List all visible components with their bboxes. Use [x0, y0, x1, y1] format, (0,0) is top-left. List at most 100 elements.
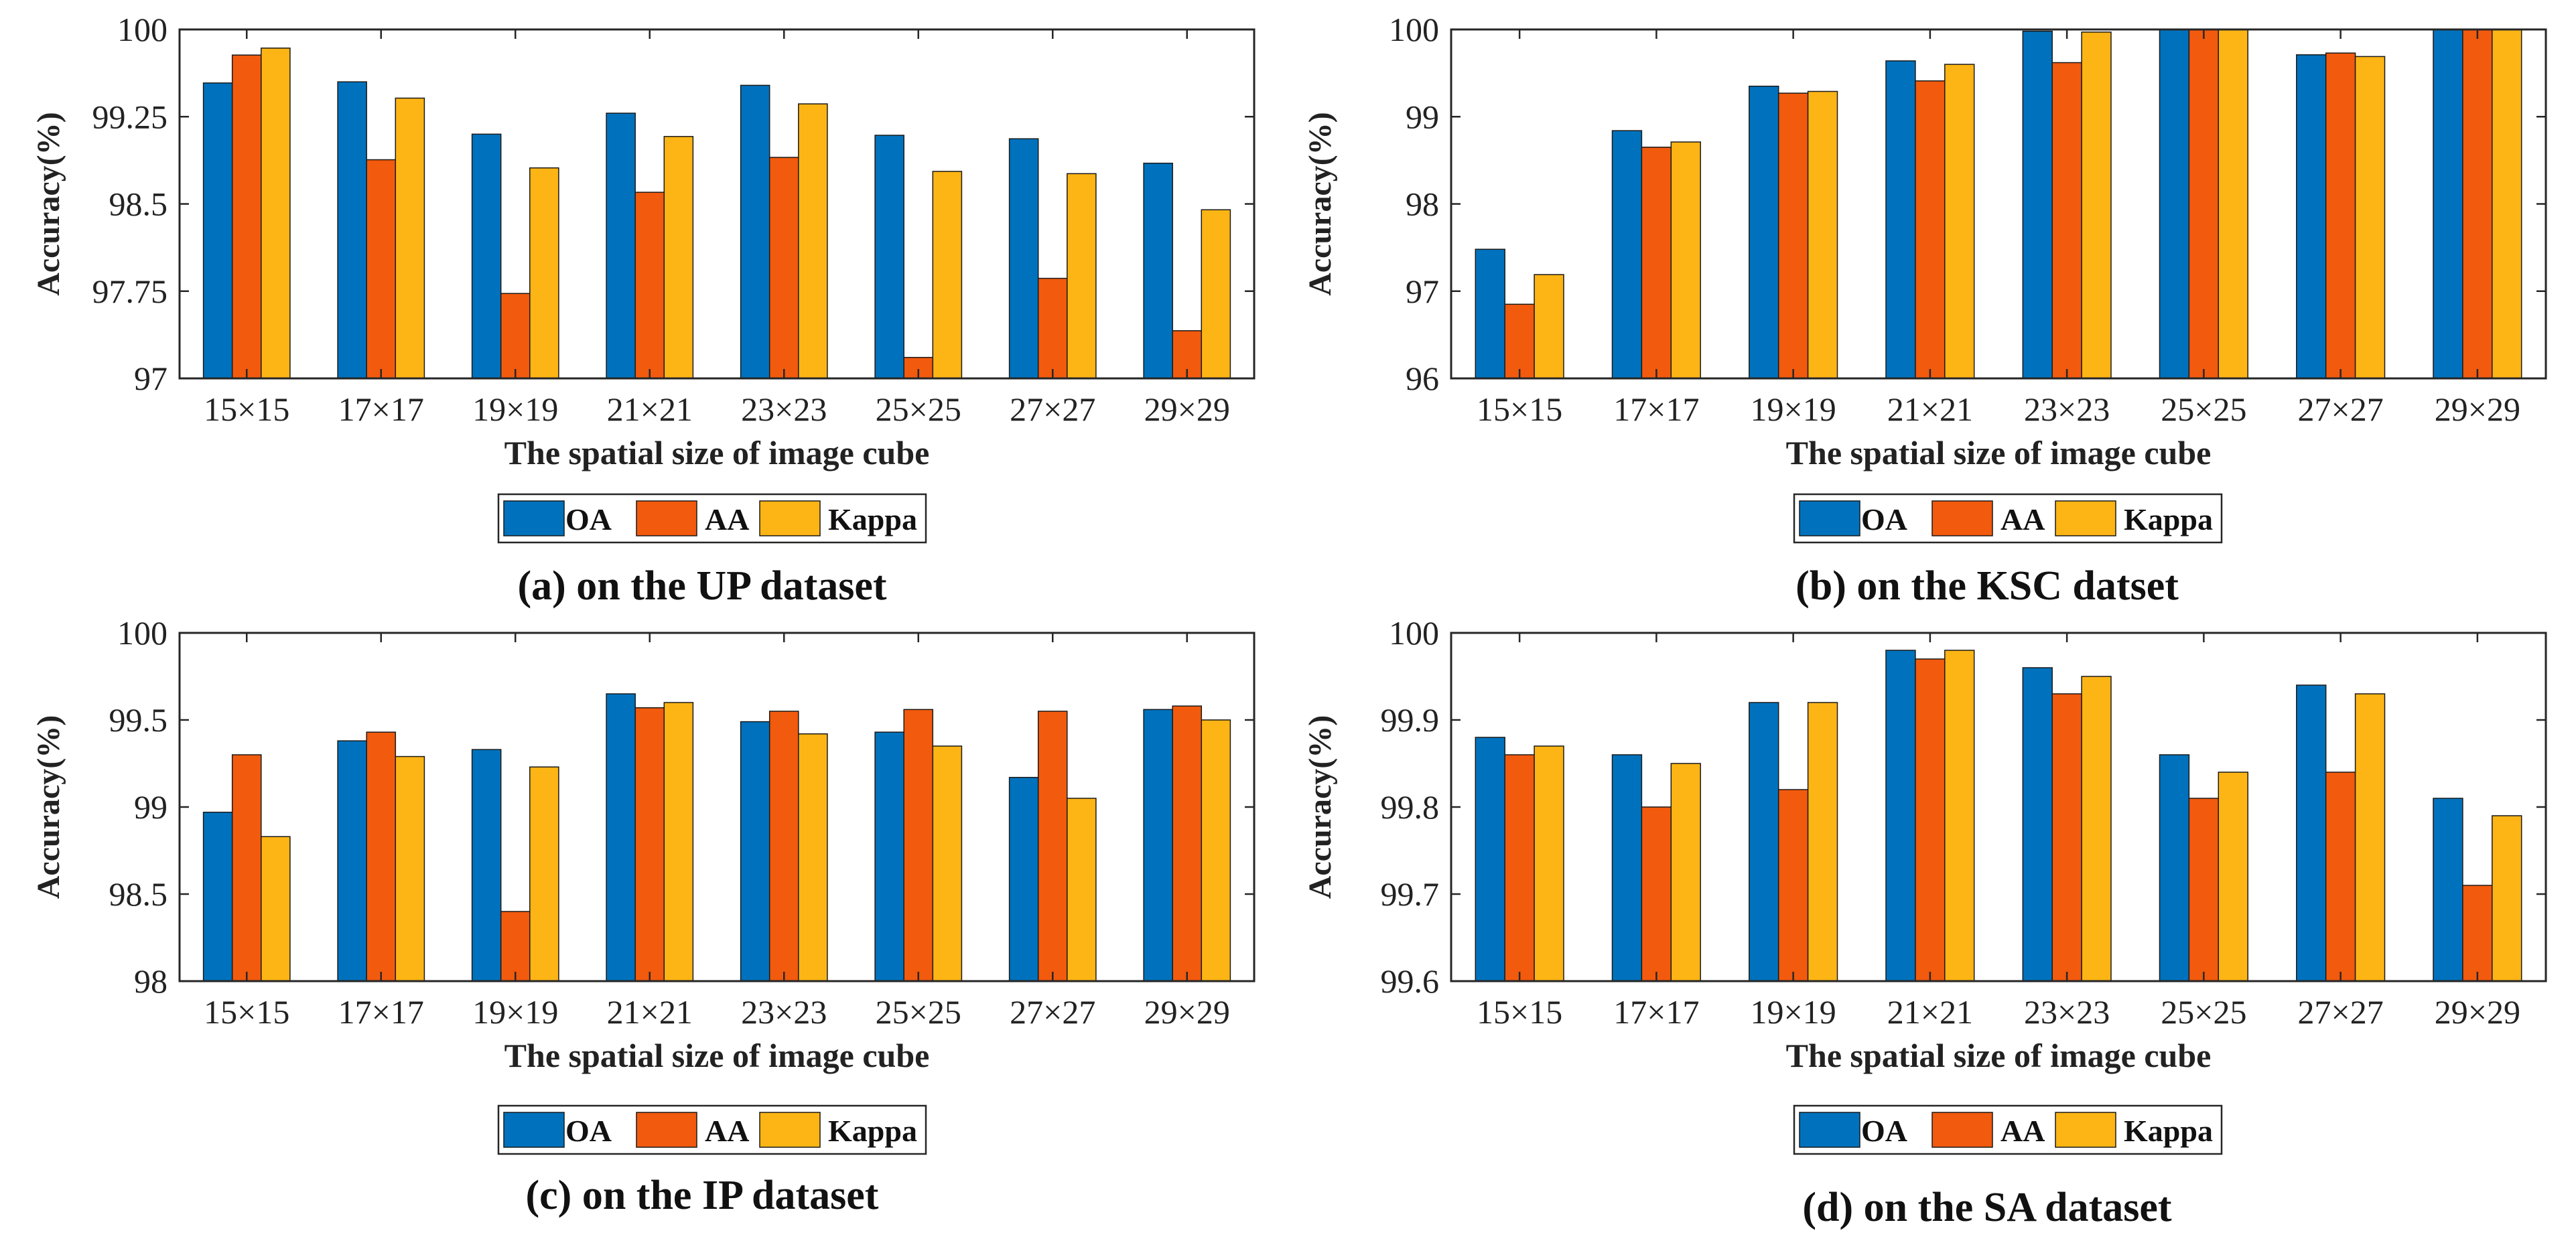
y-tick-label: 97 — [134, 360, 167, 397]
bar-oa-6 — [874, 135, 904, 379]
y-tick-label: 99 — [134, 788, 167, 826]
bar-oa-8 — [1143, 162, 1173, 379]
bar-oa-7 — [2296, 684, 2327, 982]
bar-aa-4 — [634, 192, 665, 379]
bar-kappa-4 — [1944, 64, 1975, 379]
bar-kappa-8 — [1201, 209, 1231, 379]
bar-aa-5 — [2051, 62, 2082, 379]
bar-oa-1 — [202, 812, 233, 982]
y-tick-label: 98.5 — [109, 875, 168, 913]
bar-aa-3 — [1777, 92, 1809, 379]
x-tick-label: 29×29 — [2435, 390, 2520, 428]
legend-swatch-kappa — [759, 1112, 821, 1148]
chart-caption: (d) on the SA dataset — [1802, 1185, 2172, 1230]
bar-kappa-3 — [529, 766, 559, 982]
legend-swatch-aa — [1931, 1112, 1993, 1148]
x-tick-label: 15×15 — [204, 993, 289, 1031]
bar-aa-2 — [1641, 806, 1672, 982]
bar-oa-8 — [1143, 709, 1173, 982]
x-tick-label: 25×25 — [876, 390, 961, 428]
y-tick-label: 96 — [1406, 360, 1439, 397]
bar-aa-4 — [1915, 80, 1946, 379]
legend-label-kappa: Kappa — [2124, 502, 2213, 536]
bar-aa-1 — [231, 54, 262, 379]
bar-kappa-1 — [261, 836, 291, 982]
chart-caption: (a) on the UP dataset — [517, 563, 886, 609]
bar-kappa-8 — [1201, 719, 1231, 982]
x-tick-label: 17×17 — [338, 993, 424, 1031]
bar-kappa-7 — [1067, 173, 1097, 379]
bar-aa-2 — [366, 731, 397, 982]
legend-swatch-oa — [1799, 1112, 1860, 1148]
y-tick-label: 99.5 — [109, 701, 168, 739]
x-axis-title: The spatial size of image cube — [504, 434, 930, 471]
x-tick-label: 29×29 — [2435, 993, 2520, 1031]
bar-oa-1 — [1475, 248, 1505, 379]
bar-kappa-2 — [1670, 763, 1701, 982]
bar-aa-6 — [2188, 29, 2220, 379]
chart-panel-4: 99.6 99.7 99.8 99.9 100 15×15 17×17 19×19 21×21 2… — [1302, 614, 2547, 1230]
bar-kappa-1 — [1534, 745, 1564, 982]
x-tick-label: 19×19 — [1751, 390, 1836, 428]
bar-oa-5 — [740, 84, 770, 379]
bar-oa-2 — [1611, 130, 1643, 379]
x-tick-label: 23×23 — [2024, 390, 2110, 428]
bar-oa-6 — [2159, 29, 2190, 379]
bar-kappa-6 — [2218, 29, 2248, 379]
bar-kappa-1 — [261, 48, 291, 379]
bar-oa-3 — [471, 133, 502, 379]
legend-label-oa: OA — [565, 502, 612, 536]
x-tick-label: 19×19 — [1751, 993, 1836, 1031]
chart-panel-1: 97 97.75 98.5 99.25 100 15×15 17×17 19×19 21×21 2… — [31, 11, 1256, 609]
bar-aa-1 — [1504, 303, 1535, 379]
bar-kappa-5 — [798, 733, 828, 982]
y-tick-label: 99.9 — [1381, 701, 1440, 739]
legend-swatch-oa — [503, 1112, 565, 1148]
bar-oa-2 — [337, 81, 367, 379]
bar-kappa-7 — [2354, 693, 2386, 982]
bar-kappa-8 — [2492, 29, 2522, 379]
legend-swatch-kappa — [2055, 1112, 2116, 1148]
y-tick-label: 100 — [117, 614, 167, 652]
y-tick-label: 97.75 — [92, 273, 168, 310]
y-tick-label: 99 — [1406, 98, 1439, 135]
legend-box — [497, 1104, 927, 1155]
bar-kappa-5 — [798, 103, 828, 379]
x-tick-label: 29×29 — [1144, 993, 1230, 1031]
y-tick-label: 99.7 — [1381, 875, 1440, 913]
bar-aa-2 — [366, 159, 397, 379]
legend-swatch-kappa — [759, 500, 821, 536]
bar-oa-3 — [471, 749, 502, 982]
legend-swatch-aa — [1931, 500, 1993, 536]
bar-aa-5 — [768, 157, 799, 379]
y-tick-label: 98 — [1406, 186, 1439, 223]
x-tick-label: 15×15 — [1477, 390, 1562, 428]
bar-aa-3 — [500, 911, 531, 982]
bar-aa-4 — [634, 707, 665, 982]
x-tick-label: 21×21 — [607, 390, 693, 428]
bar-kappa-6 — [932, 171, 963, 379]
y-tick-label: 100 — [1389, 11, 1439, 48]
legend: OA AA Kappa — [1793, 1104, 2223, 1155]
x-tick-label: 27×27 — [2298, 993, 2384, 1031]
bar-aa-8 — [1172, 705, 1203, 982]
legend: OA AA Kappa — [497, 493, 927, 544]
x-tick-label: 19×19 — [472, 390, 558, 428]
bar-kappa-7 — [2354, 56, 2386, 379]
y-tick-label: 99.25 — [92, 98, 168, 135]
legend-label-aa: AA — [705, 502, 749, 536]
x-axis-title: The spatial size of image cube — [1786, 1037, 2212, 1074]
legend-label-oa: OA — [565, 1114, 612, 1148]
legend: OA AA Kappa — [1793, 493, 2223, 544]
y-tick-label: 99.8 — [1381, 788, 1440, 826]
x-tick-label: 23×23 — [741, 993, 827, 1031]
bar-kappa-5 — [2081, 676, 2112, 982]
bar-kappa-4 — [663, 702, 694, 982]
legend-label-oa: OA — [1861, 502, 1907, 536]
legend-swatch-kappa — [2055, 500, 2116, 536]
bar-oa-4 — [606, 113, 636, 379]
x-tick-label: 17×17 — [338, 390, 424, 428]
bar-aa-7 — [1037, 711, 1068, 982]
bar-oa-5 — [2022, 667, 2053, 982]
